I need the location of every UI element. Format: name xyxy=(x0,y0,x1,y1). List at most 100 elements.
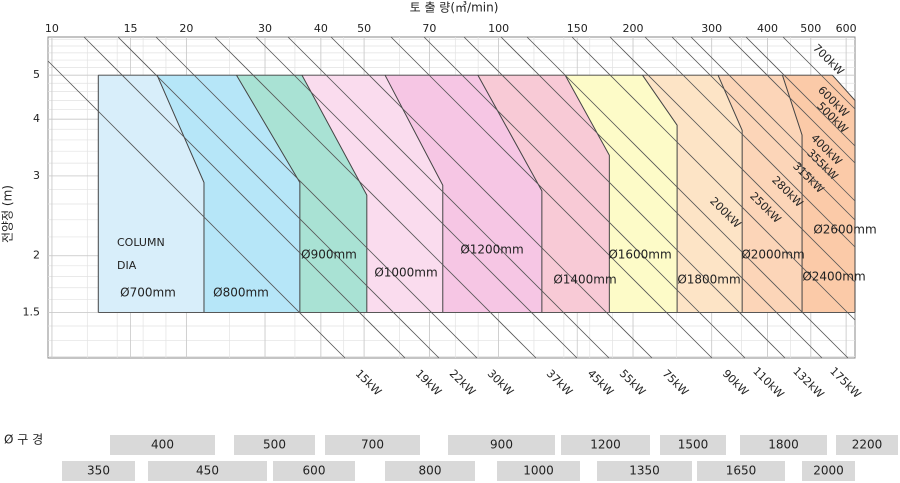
region xyxy=(385,75,542,313)
region-label: Ø1400mm xyxy=(553,273,616,287)
scale-value: 600 xyxy=(303,464,326,478)
scale-value: 1500 xyxy=(678,438,709,452)
region xyxy=(718,75,803,313)
power-label: 19kW xyxy=(413,367,444,398)
x-tick-label: 15 xyxy=(124,22,138,35)
power-line xyxy=(644,36,856,248)
scale-box xyxy=(802,461,855,481)
annotation: DIA xyxy=(117,259,137,272)
scale-box xyxy=(597,461,692,481)
scale-value: 450 xyxy=(196,464,219,478)
scale-box xyxy=(561,435,650,455)
scale-box xyxy=(325,435,420,455)
x-tick-label: 30 xyxy=(258,22,272,35)
region-label: Ø2600mm xyxy=(813,223,876,237)
power-line xyxy=(330,36,653,359)
y-tick-label: 3 xyxy=(33,169,40,182)
x-tick-label: 70 xyxy=(422,22,436,35)
scale-value: 2000 xyxy=(813,464,844,478)
power-line xyxy=(214,36,537,359)
boundary-line xyxy=(781,75,803,313)
power-line xyxy=(83,36,406,359)
boundary-line xyxy=(301,74,368,313)
boundary-line xyxy=(156,75,205,313)
x-axis-title: 토 출 량(㎥/min) xyxy=(410,1,499,15)
power-line xyxy=(728,36,856,164)
scale-box xyxy=(62,461,135,481)
power-label: 132kW xyxy=(790,365,826,401)
y-tick-label: 4 xyxy=(33,112,40,125)
y-axis-title: 전양정 (m) xyxy=(1,185,15,243)
x-tick-label: 200 xyxy=(623,22,644,35)
power-label: 75kW xyxy=(660,367,691,398)
x-tick-label: 40 xyxy=(314,22,328,35)
x-tick-label: 500 xyxy=(800,22,821,35)
annotation: COLUMN xyxy=(117,236,165,249)
region-label: Ø2000mm xyxy=(741,248,804,262)
x-tick-label: 100 xyxy=(488,22,509,35)
scale-value: 500 xyxy=(263,438,286,452)
boundary-line xyxy=(477,74,543,313)
x-tick-label: 400 xyxy=(757,22,778,35)
scale-box xyxy=(740,435,827,455)
region-label: Ø2400mm xyxy=(802,270,865,284)
power-line xyxy=(690,36,856,202)
region-label: Ø1200mm xyxy=(460,243,523,257)
boundary-line xyxy=(832,74,856,313)
scale-box xyxy=(448,435,555,455)
power-line xyxy=(526,36,849,359)
power-label: 90kW xyxy=(720,367,751,398)
power-line xyxy=(463,36,786,359)
power-label: 22kW xyxy=(447,367,478,398)
power-line xyxy=(155,36,478,359)
x-tick-label: 150 xyxy=(567,22,588,35)
scale-box xyxy=(148,461,267,481)
region-label: Ø800mm xyxy=(213,286,269,300)
power-label: 15kW xyxy=(353,367,384,398)
power-line xyxy=(255,36,578,359)
boundary-line xyxy=(384,74,444,313)
power-line xyxy=(571,36,856,321)
x-tick-label: 10 xyxy=(45,22,59,35)
scale-value: 900 xyxy=(490,438,513,452)
power-label: 110kW xyxy=(750,365,786,401)
scale-box xyxy=(273,461,355,481)
power-line xyxy=(47,60,346,359)
x-tick-label: 300 xyxy=(701,22,722,35)
region xyxy=(782,75,855,313)
region xyxy=(98,75,204,313)
scale-value: 800 xyxy=(419,464,442,478)
scale-label: Ø 구 경 xyxy=(4,433,43,447)
power-label: 55kW xyxy=(617,367,648,398)
scale-box xyxy=(497,461,580,481)
power-label: 37kW xyxy=(544,367,575,398)
scale-box xyxy=(836,435,898,455)
power-label: 30kW xyxy=(485,367,516,398)
region-label: Ø1800mm xyxy=(677,273,740,287)
y-tick-label: 1.5 xyxy=(23,305,41,318)
region xyxy=(157,75,300,313)
scale-value: 1350 xyxy=(629,464,660,478)
y-tick-label: 2 xyxy=(33,249,40,262)
scale-value: 700 xyxy=(361,438,384,452)
scale-value: 1800 xyxy=(768,438,799,452)
region-label: Ø900mm xyxy=(301,248,357,262)
region-label: Ø1600mm xyxy=(608,248,671,262)
scale-box xyxy=(385,461,475,481)
y-tick-label: 5 xyxy=(33,68,40,81)
region-label: Ø700mm xyxy=(120,286,176,300)
region-label: Ø1000mm xyxy=(374,266,437,280)
scale-box xyxy=(697,461,785,481)
power-line xyxy=(390,36,713,359)
scale-box xyxy=(234,435,315,455)
boundary-line xyxy=(564,74,610,313)
power-label: 175kW xyxy=(827,365,863,401)
power-line xyxy=(782,36,856,110)
x-tick-label: 20 xyxy=(179,22,193,35)
power-label: 45kW xyxy=(585,367,616,398)
power-line xyxy=(117,36,440,359)
power-line xyxy=(287,36,610,359)
boundary-line xyxy=(236,74,301,313)
scale-box xyxy=(110,435,215,455)
power-line xyxy=(745,36,856,147)
